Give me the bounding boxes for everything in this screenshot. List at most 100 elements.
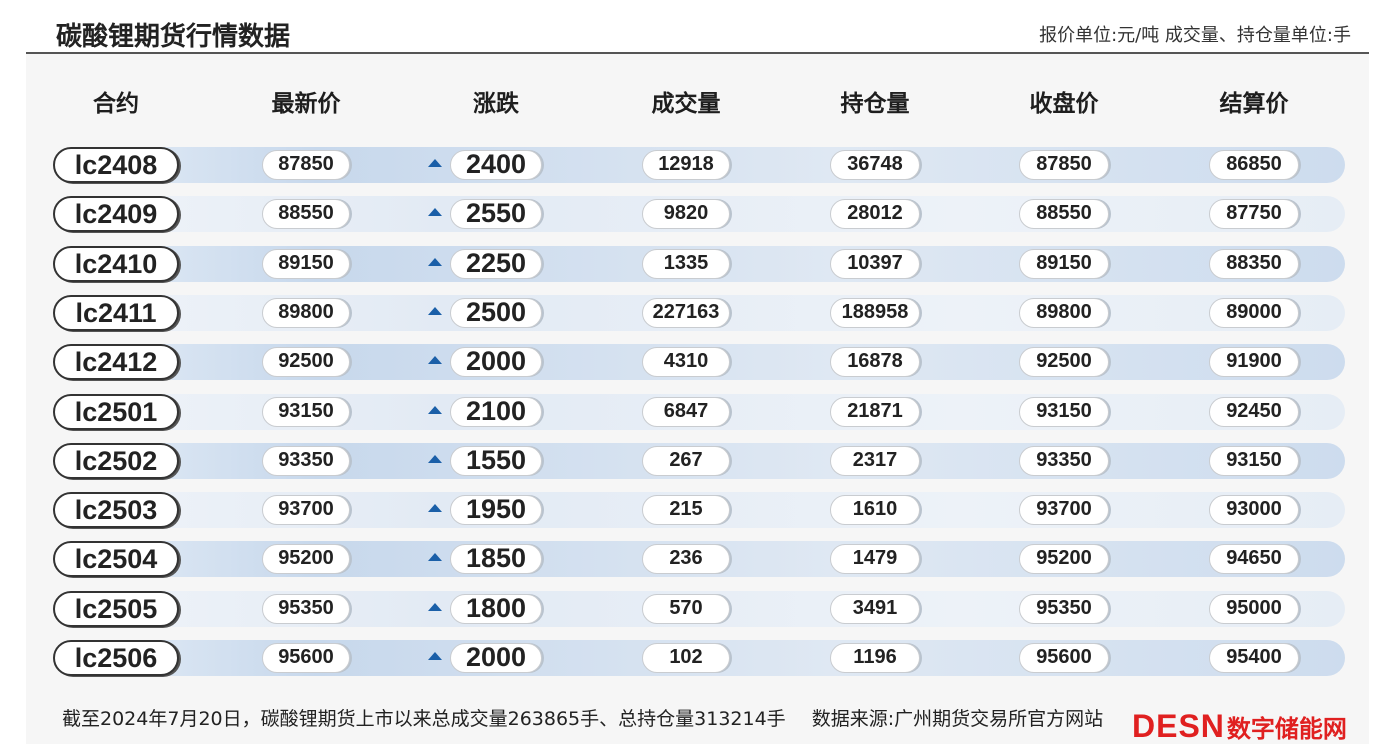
value-cell: 93150 (262, 397, 350, 427)
value-cell: 95400 (1209, 643, 1299, 673)
contract-cell: lc2504 (53, 541, 179, 577)
value-cell: 267 (642, 446, 730, 476)
value-cell: 1610 (830, 495, 920, 525)
table-row: lc2409 88550 2550 9820 28012 88550 87750 (53, 196, 1345, 232)
value-cell: 1335 (642, 249, 730, 279)
value-cell: 28012 (830, 199, 920, 229)
value-cell: 2000 (450, 643, 542, 673)
value-cell: 36748 (830, 150, 920, 180)
value-cell: 2500 (450, 298, 542, 328)
value-cell: 1850 (450, 544, 542, 574)
value-cell: 10397 (830, 249, 920, 279)
value-cell: 89000 (1209, 298, 1299, 328)
value-cell: 89800 (1019, 298, 1109, 328)
value-cell: 2100 (450, 397, 542, 427)
value-cell: 91900 (1209, 347, 1299, 377)
value-cell: 88350 (1209, 249, 1299, 279)
value-cell: 21871 (830, 397, 920, 427)
page-title: 碳酸锂期货行情数据 (56, 22, 291, 52)
value-cell: 95200 (1019, 544, 1109, 574)
value-cell: 86850 (1209, 150, 1299, 180)
contract-cell: lc2502 (53, 443, 179, 479)
value-cell: 1196 (830, 643, 920, 673)
column-header: 持仓量 (840, 91, 910, 117)
table-row: lc2410 89150 2250 1335 10397 89150 88350 (53, 246, 1345, 282)
value-cell: 95600 (1019, 643, 1109, 673)
column-header: 结算价 (1219, 91, 1289, 117)
value-cell: 95000 (1209, 594, 1299, 624)
column-header: 合约 (93, 91, 139, 117)
up-arrow-icon (428, 208, 442, 216)
value-cell: 2317 (830, 446, 920, 476)
watermark-logo: DESN数字储能网 (1132, 708, 1347, 745)
column-header: 最新价 (271, 91, 341, 117)
up-arrow-icon (428, 603, 442, 611)
value-cell: 88550 (262, 199, 350, 229)
value-cell: 4310 (642, 347, 730, 377)
up-arrow-icon (428, 159, 442, 167)
value-cell: 93700 (262, 495, 350, 525)
title-bar: 碳酸锂期货行情数据 报价单位:元/吨 成交量、持仓量单位:手 (26, 8, 1369, 54)
value-cell: 95350 (262, 594, 350, 624)
table-row: lc2502 93350 1550 267 2317 93350 93150 (53, 443, 1345, 479)
value-cell: 9820 (642, 199, 730, 229)
table-row: lc2505 95350 1800 570 3491 95350 95000 (53, 591, 1345, 627)
value-cell: 6847 (642, 397, 730, 427)
table-row: lc2411 89800 2500 227163 188958 89800 89000 (53, 295, 1345, 331)
value-cell: 188958 (830, 298, 920, 328)
value-cell: 2000 (450, 347, 542, 377)
value-cell: 89800 (262, 298, 350, 328)
value-cell: 2550 (450, 199, 542, 229)
value-cell: 236 (642, 544, 730, 574)
value-cell: 92500 (262, 347, 350, 377)
value-cell: 215 (642, 495, 730, 525)
footer-note: 截至2024年7月20日，碳酸锂期货上市以来总成交量263865手、总持仓量31… (62, 708, 786, 730)
value-cell: 93150 (1209, 446, 1299, 476)
column-header: 涨跌 (473, 91, 519, 117)
footer: 截至2024年7月20日，碳酸锂期货上市以来总成交量263865手、总持仓量31… (62, 704, 1103, 731)
value-cell: 92450 (1209, 397, 1299, 427)
value-cell: 89150 (1019, 249, 1109, 279)
up-arrow-icon (428, 307, 442, 315)
value-cell: 1800 (450, 594, 542, 624)
value-cell: 89150 (262, 249, 350, 279)
unit-note: 报价单位:元/吨 成交量、持仓量单位:手 (1039, 25, 1351, 46)
column-header: 收盘价 (1029, 91, 1099, 117)
up-arrow-icon (428, 455, 442, 463)
up-arrow-icon (428, 553, 442, 561)
value-cell: 2250 (450, 249, 542, 279)
up-arrow-icon (428, 406, 442, 414)
value-cell: 93700 (1019, 495, 1109, 525)
contract-cell: lc2501 (53, 394, 179, 430)
up-arrow-icon (428, 356, 442, 364)
value-cell: 93350 (1019, 446, 1109, 476)
value-cell: 87850 (1019, 150, 1109, 180)
value-cell: 94650 (1209, 544, 1299, 574)
value-cell: 12918 (642, 150, 730, 180)
table-row: lc2506 95600 2000 102 1196 95600 95400 (53, 640, 1345, 676)
table-header: 合约 最新价 涨跌 成交量 持仓量 收盘价 结算价 (0, 84, 1391, 120)
value-cell: 93150 (1019, 397, 1109, 427)
watermark-latin: DESN (1132, 708, 1225, 744)
value-cell: 570 (642, 594, 730, 624)
contract-cell: lc2505 (53, 591, 179, 627)
contract-cell: lc2409 (53, 196, 179, 232)
value-cell: 102 (642, 643, 730, 673)
value-cell: 16878 (830, 347, 920, 377)
up-arrow-icon (428, 258, 442, 266)
contract-cell: lc2412 (53, 344, 179, 380)
value-cell: 3491 (830, 594, 920, 624)
up-arrow-icon (428, 504, 442, 512)
value-cell: 2400 (450, 150, 542, 180)
value-cell: 93350 (262, 446, 350, 476)
table-row: lc2501 93150 2100 6847 21871 93150 92450 (53, 394, 1345, 430)
value-cell: 1479 (830, 544, 920, 574)
value-cell: 87850 (262, 150, 350, 180)
table-row: lc2503 93700 1950 215 1610 93700 93000 (53, 492, 1345, 528)
value-cell: 95350 (1019, 594, 1109, 624)
contract-cell: lc2408 (53, 147, 179, 183)
contract-cell: lc2506 (53, 640, 179, 676)
up-arrow-icon (428, 652, 442, 660)
watermark-cjk: 数字储能网 (1226, 716, 1347, 743)
contract-cell: lc2503 (53, 492, 179, 528)
